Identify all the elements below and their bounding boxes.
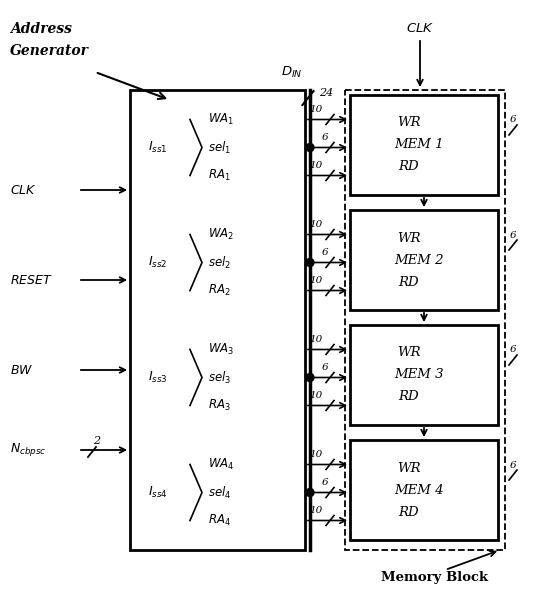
Text: 6: 6 [322,478,328,487]
Text: 10: 10 [309,161,322,170]
Text: 6: 6 [510,346,516,355]
Text: $sel_3$: $sel_3$ [208,370,231,386]
Text: $BW$: $BW$ [10,364,34,377]
Text: 10: 10 [309,335,322,344]
Text: Generator: Generator [10,44,89,58]
Text: RD: RD [399,391,419,403]
Text: $WA_1$: $WA_1$ [208,112,234,127]
Text: $I_{ss3}$: $I_{ss3}$ [148,370,168,385]
Bar [345,90,505,550]
Text: WR: WR [397,461,421,475]
Text: RD: RD [399,275,419,289]
Text: 10: 10 [309,105,322,114]
Text: $sel_1$: $sel_1$ [208,139,231,155]
Text: WR: WR [397,116,421,130]
Text: $I_{ss4}$: $I_{ss4}$ [148,485,168,500]
Bar [350,325,498,425]
Text: $RESET$: $RESET$ [10,274,53,286]
Text: $CLK$: $CLK$ [10,184,37,196]
Text: 6: 6 [510,115,516,124]
Text: 10: 10 [309,276,322,285]
Text: Address: Address [10,22,72,36]
Text: MEM 2: MEM 2 [394,253,444,266]
Text: 10: 10 [309,220,322,229]
Text: $N_{cbpsc}$: $N_{cbpsc}$ [10,442,46,458]
Text: $CLK$: $CLK$ [406,22,434,34]
Text: 6: 6 [322,363,328,372]
Bar [350,95,498,195]
Text: MEM 3: MEM 3 [394,368,444,382]
Text: Memory Block: Memory Block [382,571,489,584]
Text: $I_{ss2}$: $I_{ss2}$ [148,255,168,270]
Text: $RA_1$: $RA_1$ [208,168,231,183]
Text: 6: 6 [322,248,328,257]
Text: $RA_4$: $RA_4$ [208,513,231,528]
Text: $WA_4$: $WA_4$ [208,457,235,472]
Bar [350,210,498,310]
Circle shape [306,143,314,151]
Text: $D_{IN}$: $D_{IN}$ [281,64,303,80]
Text: WR: WR [397,232,421,245]
Bar [130,90,305,550]
Text: 10: 10 [309,391,322,400]
Text: $sel_2$: $sel_2$ [208,254,231,271]
Text: MEM 1: MEM 1 [394,139,444,151]
Bar [350,440,498,540]
Text: $WA_3$: $WA_3$ [208,342,234,357]
Text: $I_{ss1}$: $I_{ss1}$ [148,140,168,155]
Circle shape [306,259,314,266]
Text: RD: RD [399,160,419,173]
Text: $RA_2$: $RA_2$ [208,283,231,298]
Text: 10: 10 [309,450,322,459]
Text: 24: 24 [319,88,333,98]
Circle shape [306,488,314,497]
Text: WR: WR [397,346,421,359]
Text: 6: 6 [322,133,328,142]
Text: 6: 6 [510,461,516,469]
Text: RD: RD [399,505,419,518]
Text: 2: 2 [93,436,101,446]
Text: $WA_2$: $WA_2$ [208,227,234,242]
Text: 6: 6 [510,230,516,239]
Text: $RA_3$: $RA_3$ [208,398,231,413]
Text: 10: 10 [309,506,322,515]
Text: $sel_4$: $sel_4$ [208,484,231,500]
Circle shape [306,373,314,382]
Text: MEM 4: MEM 4 [394,484,444,497]
